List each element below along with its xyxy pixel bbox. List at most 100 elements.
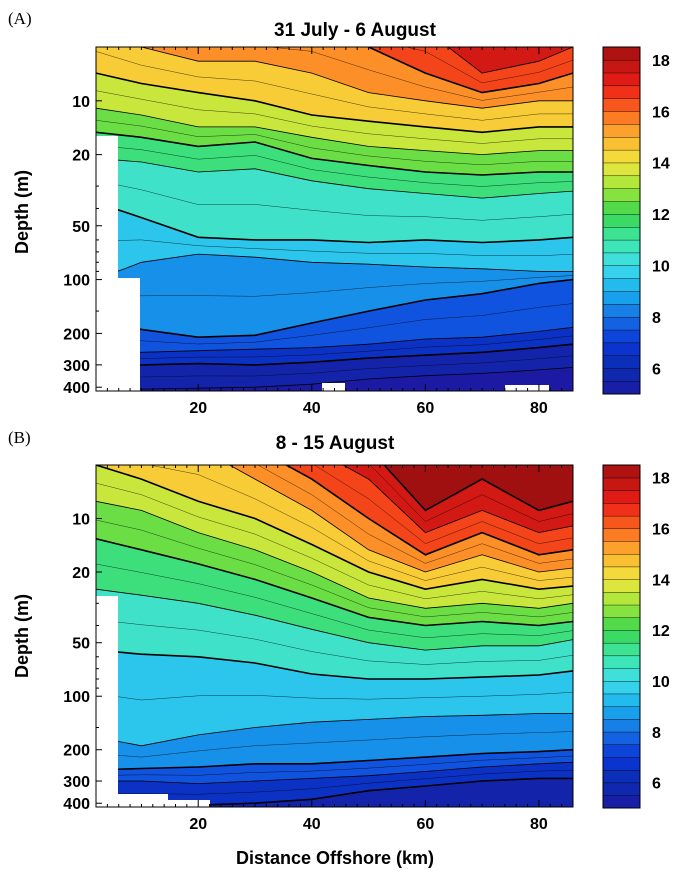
panel-b-isotherm-9 bbox=[96, 713, 573, 747]
panel-b-isotherm-12.5 bbox=[96, 519, 573, 618]
panel-a-colorbar-label: 16 bbox=[652, 104, 670, 121]
panel-b-colorbar-swatch bbox=[602, 706, 641, 720]
panel-b-isotherms bbox=[96, 465, 573, 807]
panel-a-no-data-region bbox=[96, 136, 118, 391]
panel-a-colorbar-swatch bbox=[602, 355, 641, 369]
panel-b-colorbar-label: 12 bbox=[652, 623, 670, 640]
panel-a-x-tick-label: 20 bbox=[189, 400, 207, 417]
panel-a-colorbar-swatch bbox=[602, 290, 641, 305]
panel-b-isotherm-13.5 bbox=[96, 482, 573, 600]
panel-a-colorbar-label: 18 bbox=[652, 53, 670, 70]
panel-a-isotherm-6.5 bbox=[96, 335, 573, 359]
panel-b-isotherm-8 bbox=[96, 748, 573, 771]
panel-a-isotherm-16 bbox=[365, 47, 573, 94]
panel-b-isotherm-7 bbox=[96, 761, 573, 785]
panel-a-colorbar-swatch bbox=[602, 201, 641, 215]
panel-a-colorbar-swatch bbox=[602, 368, 641, 382]
panel-b-colorbar-swatch bbox=[602, 782, 641, 796]
panel-a-y-tick-label: 50 bbox=[72, 219, 90, 236]
panel-b-colorbar-swatch bbox=[602, 591, 641, 606]
panel-a-isotherm-7 bbox=[96, 326, 573, 353]
panel-a-plot-area bbox=[95, 46, 574, 392]
panel-b-colorbar-label: 6 bbox=[652, 776, 661, 793]
panel-b-colorbar-swatch bbox=[602, 566, 641, 580]
panel-b-isotherm-16 bbox=[284, 465, 573, 556]
panel-a-colorbar-swatch bbox=[602, 175, 641, 189]
panel-a-colorbar-swatch bbox=[602, 98, 641, 112]
panel-a-colorbar-swatch bbox=[602, 316, 641, 331]
panel-a-colorbar: 6 8 10 12 14 16 18 bbox=[602, 46, 670, 395]
panel-a-isotherm-5 bbox=[96, 367, 573, 391]
panel-b-x-tick-label: 40 bbox=[303, 816, 321, 833]
panel-a-colorbar-swatch bbox=[602, 123, 641, 138]
panel-b-isotherm-18 bbox=[383, 465, 573, 512]
panel-b-colorbar-swatch bbox=[602, 642, 641, 657]
panel-b-colorbar-label: 10 bbox=[652, 674, 670, 691]
panel-b-colorbar-swatch bbox=[602, 744, 641, 758]
panel-a-isotherm-9.5 bbox=[96, 239, 573, 256]
panel-b-colorbar: 6 8 10 12 14 16 18 bbox=[602, 464, 670, 809]
panel-b-colorbar-label: 8 bbox=[652, 725, 661, 742]
panel-a-y-tick-label: 300 bbox=[63, 358, 90, 375]
panel-b-isotherm-12 bbox=[96, 538, 573, 627]
panel-b-x-tick-label: 20 bbox=[189, 816, 207, 833]
panel-a-colorbar-swatch bbox=[602, 226, 641, 241]
panel-b-colorbar-swatch bbox=[602, 528, 641, 542]
panel-a-x-tick-label: 80 bbox=[530, 400, 548, 417]
panel-a-isotherm-9 bbox=[96, 253, 573, 280]
panel-b-no-data-region bbox=[96, 596, 118, 807]
panel-a-isotherms bbox=[96, 47, 573, 391]
panel-b-y-ticks: 10 20 50 100 200 300 400 bbox=[63, 512, 102, 813]
panel-a-colorbar-swatch bbox=[602, 111, 641, 125]
panel-a-isotherm-12 bbox=[96, 131, 573, 176]
panel-a: (A) 31 July - 6 August 10 20 50 100 200 300 40… bbox=[8, 9, 670, 417]
panel-a-isotherm-12.5 bbox=[96, 120, 573, 166]
panel-b-plot-area bbox=[95, 464, 574, 808]
panel-a-isotherm-16.5 bbox=[405, 47, 573, 84]
panel-a-colorbar-label: 8 bbox=[652, 310, 661, 327]
panel-a-colorbar-swatch bbox=[602, 265, 641, 279]
panel-b-colorbar-swatch bbox=[602, 718, 641, 733]
panel-a-x-tick-label: 40 bbox=[303, 400, 321, 417]
panel-b-y-tick-label: 10 bbox=[72, 512, 90, 529]
panel-b-isotherm-6.5 bbox=[96, 770, 573, 795]
panel-a-colorbar-swatch bbox=[602, 46, 641, 61]
panel-a-isotherm-10.5 bbox=[96, 180, 573, 221]
panel-a-isotherm-17 bbox=[447, 47, 573, 74]
panel-b-colorbar-swatch bbox=[602, 756, 641, 771]
panel-a-colorbar-swatch bbox=[602, 252, 641, 266]
panel-b-colorbar-swatch bbox=[602, 490, 641, 504]
panel-b-colorbar-label: 14 bbox=[652, 572, 670, 589]
panel-b-colorbar-label: 16 bbox=[652, 522, 670, 539]
panel-a-isotherm-15.5 bbox=[267, 47, 573, 101]
panel-b-no-data-region bbox=[118, 794, 168, 807]
panel-b-isotherm-16.5 bbox=[313, 465, 573, 544]
panel-a-y-tick-label: 400 bbox=[63, 380, 90, 397]
panel-a-x-ticks: 20 40 60 80 bbox=[106, 47, 563, 417]
panel-a-isotherm-14 bbox=[96, 72, 573, 134]
panel-a-no-data-region bbox=[505, 385, 549, 391]
panel-b-no-data-region bbox=[168, 800, 210, 807]
panel-a-isotherm-7.5 bbox=[96, 303, 573, 345]
panel-b-colorbar-swatch bbox=[602, 553, 641, 568]
panel-b-y-tick-label: 300 bbox=[63, 774, 90, 791]
panel-b-colorbar-swatch bbox=[602, 680, 641, 695]
panel-a-y-tick-label: 20 bbox=[72, 148, 90, 165]
panel-a-colorbar-swatch bbox=[602, 85, 641, 99]
panel-b-isotherm-10 bbox=[96, 649, 573, 680]
panel-b-isotherm-15 bbox=[228, 465, 573, 573]
panel-b-isotherm-17 bbox=[342, 465, 573, 534]
panel-a-isotherm-6 bbox=[96, 343, 573, 369]
panel-b-colorbar-swatch bbox=[602, 464, 641, 479]
panel-b-isotherm-11 bbox=[96, 588, 573, 651]
panel-b-y-tick-label: 400 bbox=[63, 796, 90, 813]
panel-a-letter: (A) bbox=[8, 9, 32, 28]
panel-a-isotherm-13 bbox=[96, 107, 573, 156]
panel-b-isotherm-7.5 bbox=[96, 755, 573, 776]
panel-a-colorbar-swatch bbox=[602, 149, 641, 164]
panel-b-colorbar-swatch bbox=[602, 629, 641, 644]
panel-a-colorbar-swatch bbox=[602, 162, 641, 177]
panel-b-isotherm-15.5 bbox=[257, 465, 573, 564]
panel-b-isotherm-11.5 bbox=[96, 563, 573, 639]
